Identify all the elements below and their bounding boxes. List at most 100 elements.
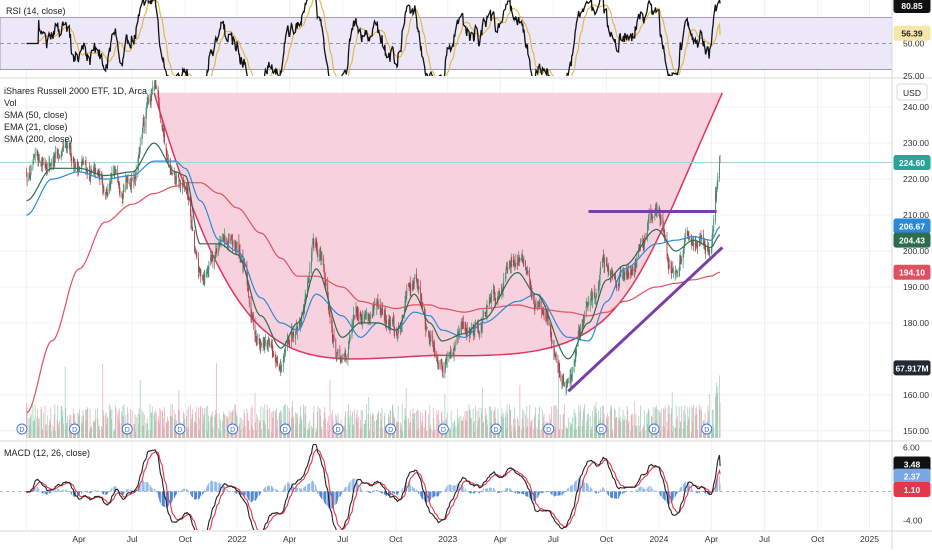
candle-body [237,243,238,247]
macd-hist-bar [608,491,609,496]
macd-hist-bar [439,491,440,494]
price-axis[interactable]: 240.00230.00220.00210.00200.00190.00180.… [903,39,929,526]
macd-hist-bar [273,489,274,492]
macd-hist-bar [107,491,108,493]
macd-hist-bar [338,491,339,498]
candle-body [200,270,201,275]
volume-bar [204,408,205,438]
candle-body [27,178,28,181]
sma200-badge: 194.10 [894,265,930,279]
volume-bar [225,416,226,438]
candle-body [366,312,367,315]
time-axis-label: Jul [759,534,770,544]
candle-body [719,164,720,178]
candle-body [568,382,569,383]
volume-bar [91,425,92,438]
time-axis-label: Jul [127,534,138,544]
time-axis-label: Apr [494,534,507,544]
volume-bar [55,431,56,438]
volume-bar [277,420,278,438]
dividend-label: D [125,427,130,434]
volume-bar [156,413,157,438]
macd-hist-bar [83,491,84,492]
macd-hist-bar [55,490,56,492]
volume-bar [249,430,250,438]
candle-body [107,189,108,195]
candle-body [339,348,340,356]
rsi-legend: RSI (14, close) [6,6,66,16]
macd-hist-bar [466,491,467,492]
candle-body [528,271,529,275]
candle-body [435,351,436,355]
macd-hist-bar [382,491,383,493]
candle-body [33,161,34,164]
macd-axis-label: 6.00 [903,443,920,453]
price-axis-label: 190.00 [903,282,929,292]
candle-body [701,236,702,237]
macd-hist-bar [53,491,54,492]
volume-bar [616,417,617,438]
volume-bar [693,405,694,438]
candle-body [146,110,147,111]
candle-body [120,191,121,193]
volume-bar [265,425,266,438]
volume-bar [326,430,327,438]
candle-body [511,261,512,263]
volume-bar [414,413,415,438]
candle-body [529,275,530,279]
macd-hist-bar [645,489,646,491]
macd-hist-bar [431,491,432,498]
rsi-panel[interactable] [0,0,892,99]
volume-bar [572,417,573,438]
time-axis-label: Oct [600,534,614,544]
macd-hist-bar [103,491,104,494]
macd-hist-bar [79,491,80,494]
macd-hist-bar [160,491,161,503]
volume-bar [301,420,302,438]
candle-body [335,340,336,352]
volume-bar [560,415,561,438]
volume-bar [59,421,60,438]
volume-bar [289,412,290,438]
time-axis-label: Apr [283,534,296,544]
macd-hist-bar [156,491,157,492]
legend-vol: Vol [4,98,17,108]
macd-hist-bar [200,491,201,495]
macd-hist-bar [616,491,617,498]
macd-hist-bar [693,490,694,491]
macd-hist-bar [572,485,573,492]
macd-hist-bar [515,491,516,493]
volume-bar [431,429,432,438]
dividend-label: D [72,427,77,434]
volume-bar [629,421,630,438]
macd-hist-bar [720,483,721,491]
candle-body [463,322,464,328]
candle-body [144,123,145,126]
macd-panel[interactable] [0,444,892,541]
macd-hist-bar [178,491,179,492]
time-axis-label: 2025 [860,534,879,544]
volume-bar [540,430,541,438]
volume-bar [697,430,698,438]
macd-hist-bar [305,486,306,492]
macd-hist-bar [350,481,351,491]
volume-bar [669,406,670,438]
macd-hist-bar [540,491,541,493]
volume-badge: 67.917M [894,361,930,375]
volume-bar [132,411,133,438]
macd-hist-bar [152,488,153,491]
candle-body [664,231,665,235]
sma50-badge-text: 206.67 [899,222,925,232]
volume-bar [305,406,306,438]
last-price-badge: 224.60 [894,156,930,170]
candle-body [418,286,419,289]
candle-body [527,269,528,270]
sma200-badge-text: 194.10 [899,268,925,278]
candle-body [91,170,92,171]
candle-body [265,341,266,344]
macd-hist-bar [297,488,298,492]
